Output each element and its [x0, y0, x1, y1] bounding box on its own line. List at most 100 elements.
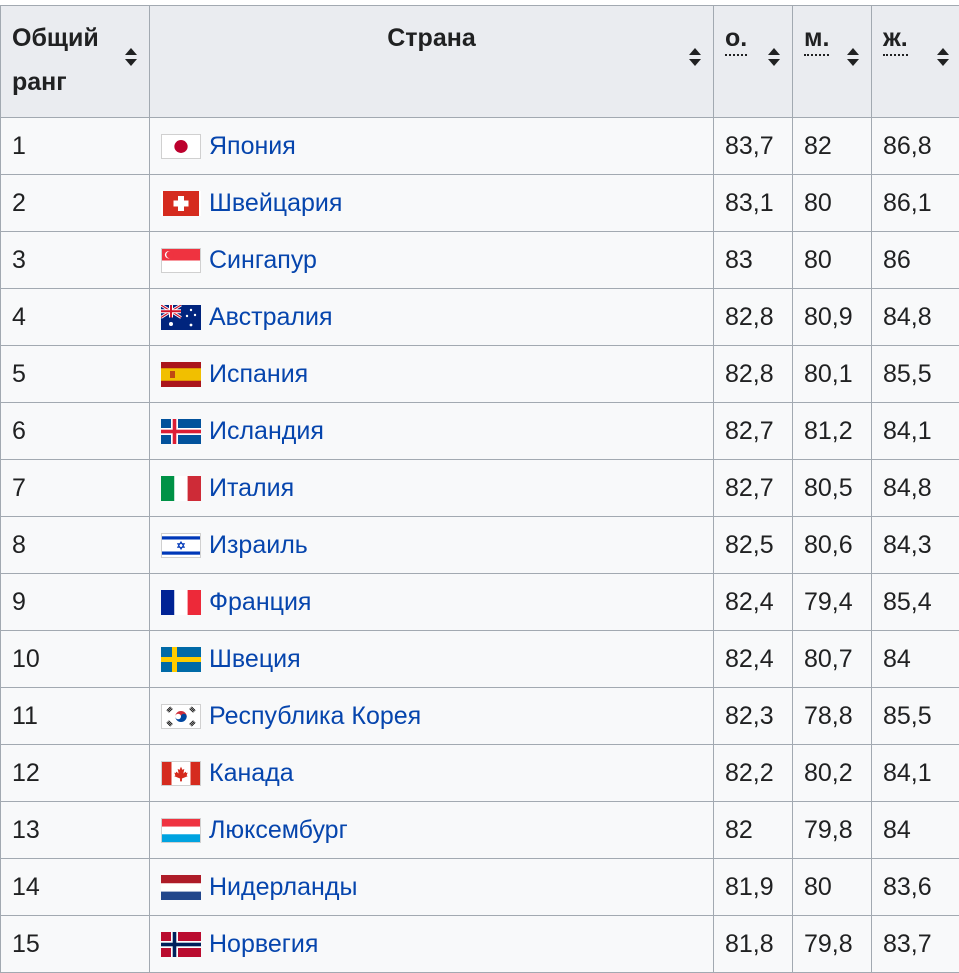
country-link[interactable]: Австралия: [209, 303, 333, 332]
header-country[interactable]: Страна: [150, 6, 714, 118]
spain-flag-icon[interactable]: [161, 362, 201, 387]
header-rank-line1: Общий: [12, 24, 99, 52]
rank-cell: 5: [1, 346, 150, 403]
country-link[interactable]: Япония: [209, 132, 296, 161]
switzerland-flag-icon[interactable]: [161, 191, 201, 216]
rank-cell: 11: [1, 688, 150, 745]
male-cell: 80,7: [793, 631, 872, 688]
rank-cell: 1: [1, 118, 150, 175]
country-cell: Испания: [150, 346, 714, 403]
country-cell: Швеция: [150, 631, 714, 688]
header-rank-line2: ранг: [12, 68, 67, 96]
sweden-flag-icon[interactable]: [161, 647, 201, 672]
rank-cell: 14: [1, 859, 150, 916]
netherlands-flag-icon[interactable]: [161, 875, 201, 900]
female-cell: 85,4: [872, 574, 959, 631]
country-link[interactable]: Италия: [209, 474, 294, 503]
singapore-flag-icon[interactable]: [161, 248, 201, 273]
country-link[interactable]: Норвегия: [209, 930, 318, 959]
rank-cell: 12: [1, 745, 150, 802]
overall-cell: 82,4: [714, 574, 793, 631]
female-cell: 84,8: [872, 460, 959, 517]
israel-flag-icon[interactable]: [161, 533, 201, 558]
rank-cell: 7: [1, 460, 150, 517]
country-cell: Италия: [150, 460, 714, 517]
country-cell: Сингапур: [150, 232, 714, 289]
rank-cell: 15: [1, 916, 150, 973]
country-link[interactable]: Швейцария: [209, 189, 342, 218]
overall-cell: 82,8: [714, 346, 793, 403]
rank-cell: 8: [1, 517, 150, 574]
country-link[interactable]: Франция: [209, 588, 311, 617]
sort-icon[interactable]: [937, 48, 949, 66]
overall-cell: 81,9: [714, 859, 793, 916]
rank-cell: 10: [1, 631, 150, 688]
country-link[interactable]: Республика Корея: [209, 702, 421, 731]
australia-flag-icon[interactable]: [161, 305, 201, 330]
overall-cell: 82,7: [714, 460, 793, 517]
country-link[interactable]: Люксембург: [209, 816, 348, 845]
male-cell: 80: [793, 232, 872, 289]
sort-icon[interactable]: [689, 48, 701, 66]
female-cell: 83,6: [872, 859, 959, 916]
sort-icon[interactable]: [847, 48, 859, 66]
country-cell: Швейцария: [150, 175, 714, 232]
country-link[interactable]: Испания: [209, 360, 308, 389]
male-cell: 78,8: [793, 688, 872, 745]
overall-cell: 82,3: [714, 688, 793, 745]
female-cell: 86,1: [872, 175, 959, 232]
rank-cell: 4: [1, 289, 150, 346]
country-link[interactable]: Израиль: [209, 531, 308, 560]
header-female[interactable]: ж.: [872, 6, 959, 118]
female-cell: 84,1: [872, 745, 959, 802]
country-link[interactable]: Сингапур: [209, 246, 317, 275]
overall-cell: 82,8: [714, 289, 793, 346]
male-cell: 80,9: [793, 289, 872, 346]
male-cell: 81,2: [793, 403, 872, 460]
country-cell: Израиль: [150, 517, 714, 574]
france-flag-icon[interactable]: [161, 590, 201, 615]
sort-icon[interactable]: [768, 48, 780, 66]
header-male[interactable]: м.: [793, 6, 872, 118]
country-link[interactable]: Швеция: [209, 645, 301, 674]
male-cell: 80: [793, 175, 872, 232]
rank-cell: 2: [1, 175, 150, 232]
country-cell: Нидерланды: [150, 859, 714, 916]
header-male-label: м.: [804, 24, 829, 56]
canada-flag-icon[interactable]: [161, 761, 201, 786]
header-overall[interactable]: о.: [714, 6, 793, 118]
header-rank[interactable]: Общий ранг: [1, 6, 150, 118]
overall-cell: 82,4: [714, 631, 793, 688]
overall-cell: 82,2: [714, 745, 793, 802]
country-link[interactable]: Исландия: [209, 417, 324, 446]
luxembourg-flag-icon[interactable]: [161, 818, 201, 843]
overall-cell: 82,7: [714, 403, 793, 460]
country-cell: Люксембург: [150, 802, 714, 859]
female-cell: 84,8: [872, 289, 959, 346]
rank-cell: 9: [1, 574, 150, 631]
country-link[interactable]: Нидерланды: [209, 873, 357, 902]
female-cell: 86: [872, 232, 959, 289]
female-cell: 86,8: [872, 118, 959, 175]
country-link[interactable]: Канада: [209, 759, 294, 788]
female-cell: 85,5: [872, 346, 959, 403]
country-cell: Республика Корея: [150, 688, 714, 745]
japan-flag-icon[interactable]: [161, 134, 201, 159]
male-cell: 79,4: [793, 574, 872, 631]
female-cell: 84: [872, 802, 959, 859]
female-cell: 84,1: [872, 403, 959, 460]
sort-icon[interactable]: [125, 48, 137, 66]
iceland-flag-icon[interactable]: [161, 419, 201, 444]
norway-flag-icon[interactable]: [161, 932, 201, 957]
header-female-label: ж.: [883, 24, 908, 56]
south-korea-flag-icon[interactable]: [161, 704, 201, 729]
italy-flag-icon[interactable]: [161, 476, 201, 501]
